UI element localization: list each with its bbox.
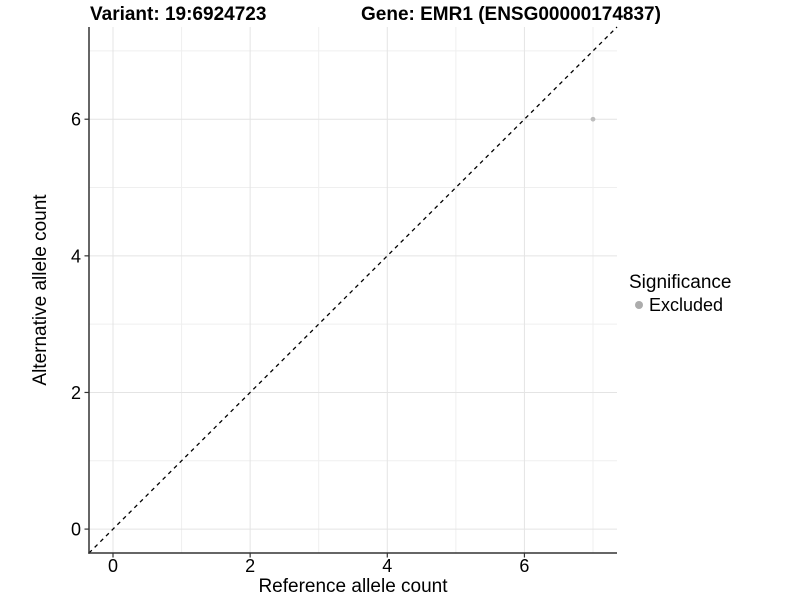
legend-item-excluded: Excluded [629,295,731,315]
x-tick-label: 4 [382,556,392,576]
x-tick-label: 0 [108,556,118,576]
plot-title-gene: Gene: EMR1 (ENSG00000174837) [361,4,661,25]
plot-title-variant: Variant: 19:6924723 [90,4,267,25]
y-tick-label: 4 [71,246,81,266]
y-axis-title: Alternative allele count [30,194,51,386]
y-tick-label: 0 [71,520,81,540]
legend: Significance Excluded [629,272,731,315]
identity-dashed-line [88,26,618,554]
legend-item-label: Excluded [649,295,724,315]
legend-title: Significance [629,272,732,293]
x-tick-label: 6 [519,556,529,576]
legend-key-dot-icon [635,301,643,309]
y-tick-label: 2 [71,383,81,403]
data-point [590,116,596,122]
y-tick-label: 6 [71,110,81,130]
x-axis-title: Reference allele count [258,576,448,597]
x-tick-label: 2 [245,556,255,576]
